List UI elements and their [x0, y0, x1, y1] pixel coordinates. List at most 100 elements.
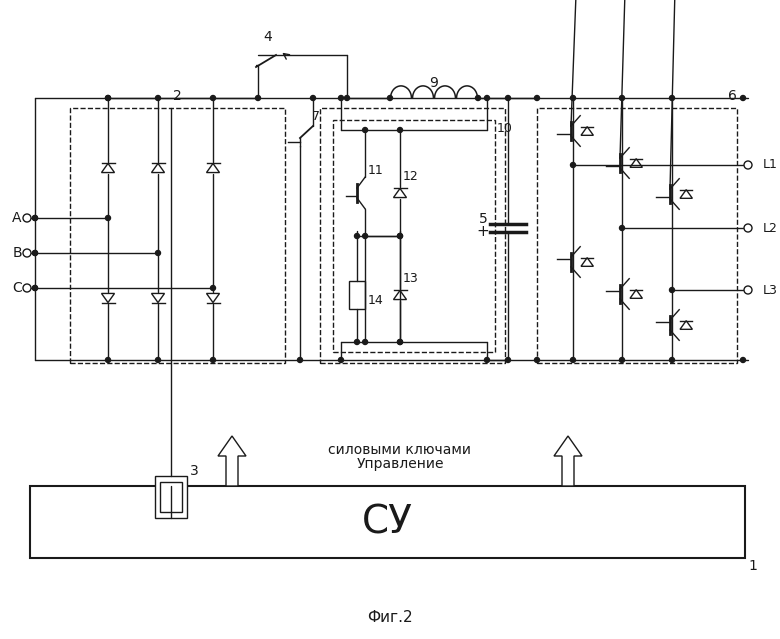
Circle shape — [155, 95, 161, 100]
Circle shape — [33, 215, 37, 220]
Circle shape — [155, 357, 161, 362]
Circle shape — [363, 128, 367, 132]
Circle shape — [339, 95, 343, 100]
Bar — [30, 486, 745, 558]
Circle shape — [33, 250, 37, 256]
Bar — [333, 120, 495, 352]
Circle shape — [534, 95, 540, 100]
Circle shape — [310, 95, 315, 100]
Bar — [349, 281, 365, 309]
Polygon shape — [554, 436, 582, 486]
Text: C: C — [12, 281, 22, 295]
Text: 4: 4 — [264, 30, 272, 44]
Circle shape — [619, 95, 625, 100]
Circle shape — [398, 339, 402, 344]
Circle shape — [619, 226, 625, 231]
Text: 13: 13 — [403, 272, 419, 284]
Polygon shape — [151, 164, 165, 173]
Polygon shape — [101, 293, 115, 302]
Circle shape — [105, 215, 111, 220]
Text: 14: 14 — [368, 293, 384, 307]
Circle shape — [211, 95, 215, 100]
Circle shape — [23, 214, 31, 222]
Polygon shape — [207, 164, 219, 173]
Text: 9: 9 — [430, 76, 438, 90]
Circle shape — [484, 95, 490, 100]
Text: +: + — [477, 224, 489, 238]
Polygon shape — [630, 158, 643, 167]
Text: L2: L2 — [763, 222, 778, 235]
Circle shape — [398, 339, 402, 344]
Circle shape — [570, 357, 576, 362]
Circle shape — [398, 233, 402, 238]
Text: 10: 10 — [497, 121, 513, 134]
Circle shape — [345, 95, 349, 100]
Circle shape — [211, 286, 215, 291]
Circle shape — [398, 233, 402, 238]
Polygon shape — [393, 291, 406, 300]
Text: 12: 12 — [403, 169, 419, 183]
Circle shape — [619, 357, 625, 362]
Circle shape — [297, 357, 303, 362]
Text: 11: 11 — [368, 164, 384, 176]
Bar — [537, 108, 737, 363]
Circle shape — [505, 95, 510, 100]
Polygon shape — [218, 436, 246, 486]
Circle shape — [363, 233, 367, 238]
Circle shape — [354, 339, 360, 344]
Polygon shape — [680, 321, 693, 329]
Polygon shape — [581, 258, 594, 266]
Circle shape — [339, 357, 343, 362]
Polygon shape — [393, 189, 406, 197]
Bar — [155, 476, 187, 518]
Text: L3: L3 — [763, 284, 778, 296]
Polygon shape — [680, 190, 693, 198]
Circle shape — [398, 128, 402, 132]
Circle shape — [388, 95, 392, 100]
Text: 3: 3 — [190, 464, 199, 478]
Circle shape — [740, 95, 746, 100]
Circle shape — [211, 357, 215, 362]
Polygon shape — [581, 127, 594, 135]
Text: 5: 5 — [479, 212, 488, 226]
Circle shape — [744, 224, 752, 232]
Bar — [320, 108, 505, 363]
Circle shape — [33, 286, 37, 291]
Circle shape — [33, 250, 37, 256]
Text: силовыми ключами: силовыми ключами — [328, 443, 471, 457]
Text: B: B — [12, 246, 22, 260]
Text: 6: 6 — [728, 89, 736, 103]
Circle shape — [354, 233, 360, 238]
Circle shape — [744, 286, 752, 294]
Text: A: A — [12, 211, 22, 225]
Circle shape — [33, 286, 37, 291]
Circle shape — [534, 357, 540, 362]
Polygon shape — [207, 293, 219, 302]
Circle shape — [256, 95, 261, 100]
Circle shape — [105, 357, 111, 362]
Circle shape — [363, 339, 367, 344]
Polygon shape — [630, 289, 643, 298]
Circle shape — [105, 95, 111, 100]
Circle shape — [505, 357, 510, 362]
Circle shape — [744, 161, 752, 169]
Polygon shape — [151, 293, 165, 302]
Circle shape — [740, 357, 746, 362]
Circle shape — [105, 95, 111, 100]
Circle shape — [570, 162, 576, 167]
Text: 7: 7 — [312, 109, 320, 123]
Circle shape — [484, 357, 490, 362]
Bar — [70, 108, 285, 363]
Circle shape — [33, 215, 37, 220]
Text: Фиг.2: Фиг.2 — [367, 610, 413, 626]
Text: 2: 2 — [172, 89, 182, 103]
Text: Управление: Управление — [356, 457, 444, 471]
Circle shape — [669, 288, 675, 293]
Text: 1: 1 — [748, 559, 757, 573]
Circle shape — [476, 95, 480, 100]
Circle shape — [570, 95, 576, 100]
Text: СУ: СУ — [362, 503, 413, 541]
Circle shape — [23, 284, 31, 292]
Circle shape — [669, 357, 675, 362]
Circle shape — [23, 249, 31, 257]
